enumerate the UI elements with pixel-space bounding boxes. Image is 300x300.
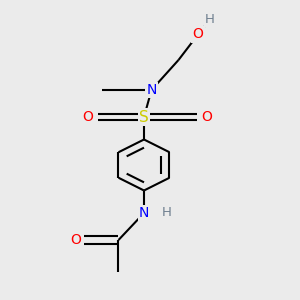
- Text: S: S: [139, 110, 149, 124]
- Text: N: N: [146, 83, 157, 97]
- Text: O: O: [70, 233, 81, 247]
- Text: N: N: [139, 206, 149, 220]
- Text: O: O: [201, 110, 212, 124]
- Text: H: H: [162, 206, 172, 220]
- Text: O: O: [193, 28, 203, 41]
- Text: H: H: [205, 13, 215, 26]
- Text: O: O: [82, 110, 93, 124]
